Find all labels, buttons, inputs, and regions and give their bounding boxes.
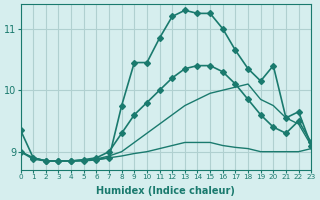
- X-axis label: Humidex (Indice chaleur): Humidex (Indice chaleur): [96, 186, 235, 196]
